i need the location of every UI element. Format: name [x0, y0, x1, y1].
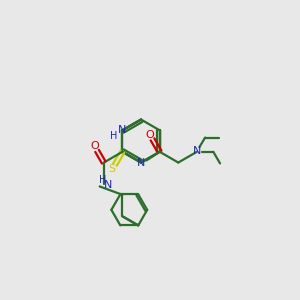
Text: N: N [103, 180, 112, 190]
Text: N: N [118, 125, 127, 135]
Text: H: H [99, 176, 106, 185]
Text: H: H [110, 131, 118, 141]
Text: O: O [146, 130, 154, 140]
Text: S: S [109, 164, 116, 174]
Text: N: N [137, 158, 145, 167]
Text: O: O [90, 141, 99, 151]
Text: N: N [193, 146, 201, 156]
